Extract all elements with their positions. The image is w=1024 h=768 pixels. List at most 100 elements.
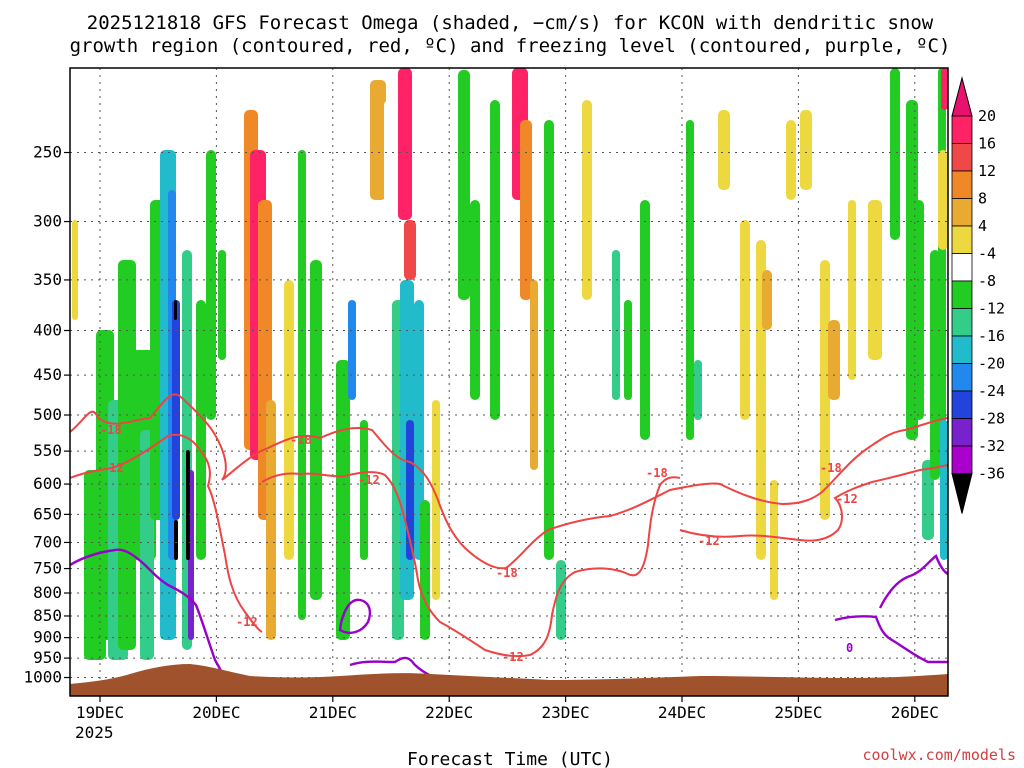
colorbar-tick-label: -32	[978, 437, 1005, 455]
y-tick-label: 700	[33, 532, 62, 551]
chart-title-line2: growth region (contoured, red, ºC) and f…	[70, 35, 951, 57]
red-contour-label-5: -12	[236, 615, 258, 629]
y-tick-label: 1000	[23, 668, 62, 687]
colorbar-tick-label: 16	[978, 135, 996, 153]
omega-band	[938, 68, 946, 460]
colorbar-box	[951, 308, 973, 337]
y-tick-label: 850	[33, 606, 62, 625]
omega-band	[404, 220, 416, 280]
red-contour-label-9: -12	[698, 534, 720, 548]
omega-band	[544, 120, 554, 560]
colorbar-tick-label: -8	[978, 272, 996, 290]
red-contour-label-6: -18	[496, 566, 518, 580]
y-tick-label: 750	[33, 559, 62, 578]
x-tick-label: 23DEC	[542, 703, 590, 722]
omega-band	[718, 110, 730, 190]
omega-band	[596, 250, 606, 440]
plot-area: -18 -12 -18 -12 -12 -18 -12 -18 -12 -18 …	[70, 68, 948, 696]
colorbar-tick-label: -36	[978, 465, 1005, 483]
omega-band	[298, 150, 306, 620]
omega-band	[206, 150, 216, 420]
colorbar-box	[951, 363, 973, 392]
omega-band	[232, 120, 244, 540]
y-axis: 250 300 350 400 450 500 550 600 650 700 750 800 850 9…	[23, 143, 70, 687]
colorbar-tick-label: -16	[978, 327, 1005, 345]
credit-text: coolwx.com/models	[862, 746, 1016, 764]
omega-shading	[72, 68, 948, 660]
omega-band	[370, 80, 386, 200]
omega-band	[770, 480, 778, 600]
omega-band	[556, 560, 566, 640]
ground-terrain	[70, 664, 948, 696]
y-tick-label: 450	[33, 365, 62, 384]
omega-band	[196, 300, 206, 560]
omega-band	[284, 280, 294, 560]
y-tick-label: 600	[33, 474, 62, 493]
colorbar-box	[951, 445, 973, 474]
colorbar-tick-label: 12	[978, 162, 996, 180]
x-axis: 19DEC 20DEC 21DEC 22DEC 23DEC 24DEC 25DEC 26DEC	[76, 696, 939, 722]
colorbar-tick-label: -4	[978, 245, 996, 263]
omega-band	[406, 420, 414, 560]
purple-contour-mid	[349, 656, 441, 682]
red-contour-label-7: -12	[502, 650, 524, 664]
omega-band	[414, 300, 424, 560]
omega-band	[348, 300, 356, 400]
y-tick-label: 900	[33, 628, 62, 647]
colorbar-box	[951, 170, 973, 199]
colorbar-tick-label: 20	[978, 107, 996, 125]
y-tick-label: 350	[33, 270, 62, 289]
omega-band	[520, 120, 532, 300]
omega-band	[432, 400, 440, 600]
omega-band	[786, 120, 796, 200]
purple-contour-label-0: 0	[846, 641, 853, 655]
chart-title: 2025121818 GFS Forecast Omega (shaded, −…	[87, 12, 934, 34]
omega-band	[458, 70, 470, 300]
omega-band	[72, 220, 78, 320]
colorbar-box	[951, 198, 973, 227]
omega-band	[322, 150, 332, 420]
colorbar-box	[951, 225, 973, 254]
purple-contour-small	[338, 598, 372, 634]
y-tick-label: 950	[33, 648, 62, 667]
omega-band	[624, 300, 632, 400]
colorbar-bottom-triangle	[951, 473, 973, 514]
red-contour-lower	[70, 433, 263, 633]
omega-band	[941, 68, 948, 110]
colorbar-tick-label: -12	[978, 300, 1005, 318]
y-tick-label: 800	[33, 583, 62, 602]
colorbar-box	[951, 418, 973, 447]
omega-band	[360, 420, 368, 560]
colorbar-tick-label: -28	[978, 410, 1005, 428]
red-contour-label-8: -18	[646, 466, 668, 480]
omega-band	[914, 200, 924, 420]
omega-band	[940, 420, 948, 560]
purple-contour-west	[70, 548, 230, 687]
red-contour-label-11: -12	[836, 492, 858, 506]
purple-contour-east	[834, 615, 948, 664]
omega-band	[762, 270, 772, 330]
y-tick-label: 250	[33, 143, 62, 162]
red-contour-label-2: -12	[102, 461, 124, 475]
omega-band	[310, 260, 322, 600]
omega-band	[640, 200, 650, 440]
omega-band	[490, 100, 500, 420]
red-contour-label-3: -18	[290, 433, 312, 447]
omega-band	[694, 360, 702, 420]
omega-band	[582, 100, 592, 300]
omega-band	[848, 200, 856, 380]
omega-band	[938, 150, 948, 250]
x-tick-label: 19DEC	[76, 703, 124, 722]
red-contour-east	[679, 464, 948, 542]
omega-band	[612, 250, 620, 400]
colorbar-box	[951, 280, 973, 309]
year-label: 2025	[75, 723, 114, 742]
omega-band	[336, 360, 350, 640]
colorbar-top-triangle	[951, 76, 973, 117]
x-tick-label: 24DEC	[658, 703, 706, 722]
colorbar-tick-label: -24	[978, 382, 1005, 400]
colorbar-box	[951, 335, 973, 364]
omega-band	[652, 320, 662, 420]
omega-band	[820, 260, 830, 520]
omega-core	[174, 520, 178, 560]
